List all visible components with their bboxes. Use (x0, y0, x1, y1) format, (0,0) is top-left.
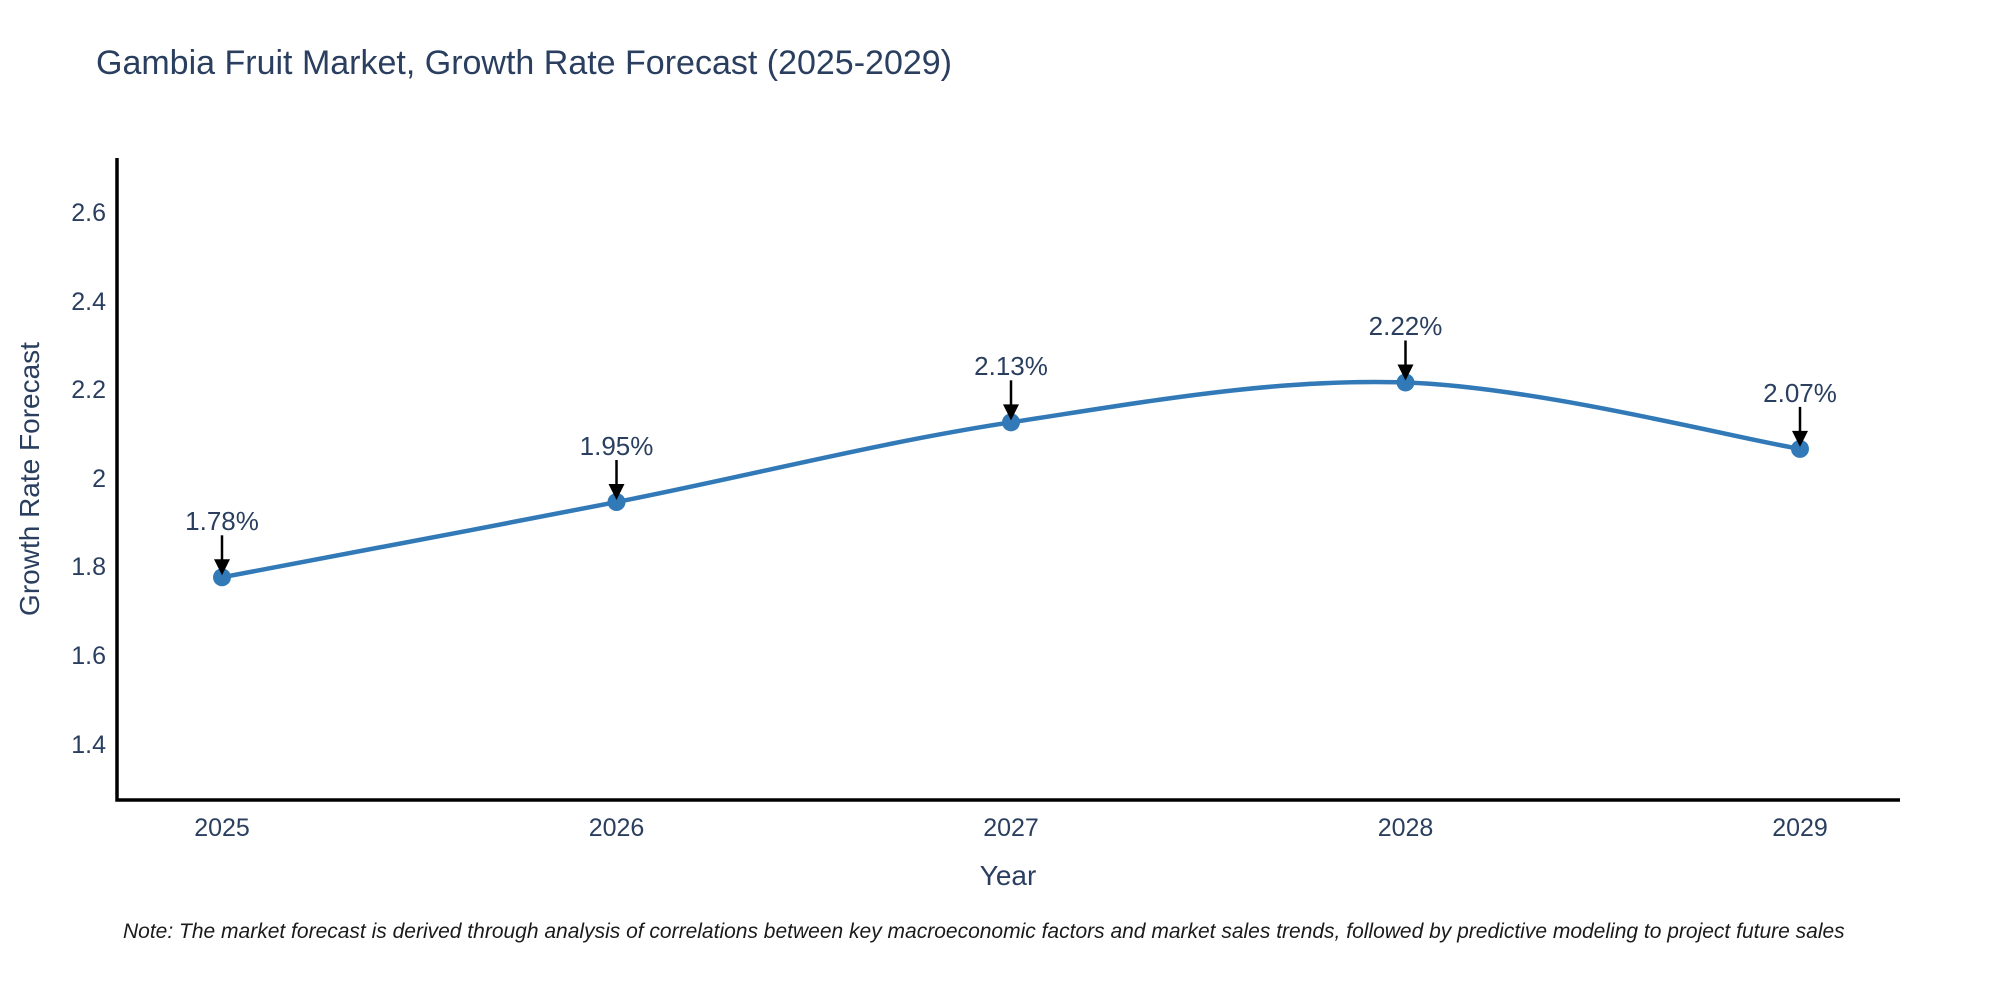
y-tick-label: 1.8 (71, 553, 106, 582)
annotation-arrow-head (1397, 364, 1414, 381)
data-point-marker[interactable] (1791, 439, 1809, 458)
axis-lines (115, 158, 1900, 802)
x-tick-label: 2026 (588, 814, 645, 842)
data-point-marker[interactable] (213, 568, 231, 587)
x-tick-label: 2028 (1377, 814, 1434, 842)
annotation-arrow-head (608, 484, 625, 501)
point-annotation: 2.22% (1368, 311, 1443, 342)
point-annotation: 2.13% (974, 351, 1048, 382)
x-tick-label: 2029 (1772, 814, 1828, 842)
data-point-marker[interactable] (1396, 373, 1415, 392)
y-tick-label: 2.4 (71, 287, 106, 316)
point-annotation: 2.07% (1763, 377, 1837, 408)
y-tick-label: 1.4 (71, 730, 106, 759)
annotation-arrow-head (1792, 430, 1808, 447)
y-tick-label: 2.2 (71, 376, 106, 405)
x-axis-title: Year (979, 860, 1037, 891)
y-tick-label: 2.6 (71, 199, 106, 228)
point-annotation: 1.95% (579, 431, 654, 462)
footnote: Note: The market forecast is derived thr… (123, 920, 1845, 943)
y-tick-label: 1.6 (71, 641, 106, 670)
data-point-marker[interactable] (1002, 413, 1020, 432)
data-point-marker[interactable] (607, 493, 626, 512)
annotation-arrow-head (1003, 404, 1019, 421)
point-annotation: 1.78% (185, 506, 259, 537)
chart-title: Gambia Fruit Market, Growth Rate Forecas… (96, 44, 952, 82)
x-tick-label: 2027 (983, 814, 1039, 842)
y-tick-label: 2 (92, 464, 106, 493)
x-tick-label: 2025 (194, 814, 250, 842)
annotation-arrow-head (214, 559, 230, 576)
